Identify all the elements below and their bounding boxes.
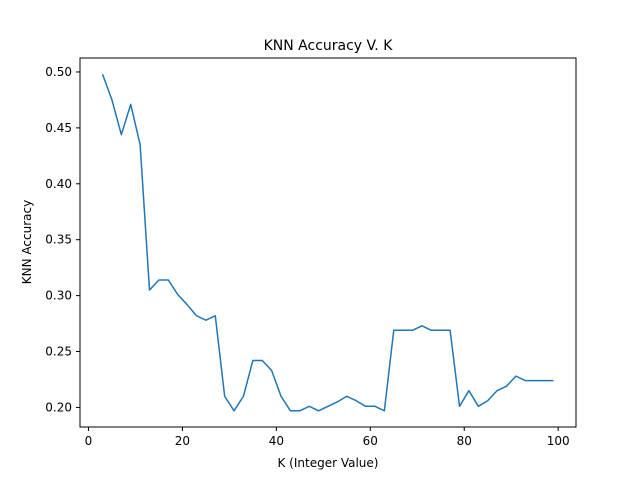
y-tick-label: 0.50 [45,65,72,79]
x-axis-label: K (Integer Value) [278,456,379,470]
y-tick-label: 0.25 [45,345,72,359]
x-tick-label: 60 [363,434,378,448]
x-tick-label: 20 [175,434,190,448]
x-tick-label: 80 [457,434,472,448]
y-tick-label: 0.30 [45,289,72,303]
y-tick-label: 0.40 [45,177,72,191]
x-axis-ticks: 0 20 40 60 80 100 [85,427,570,448]
chart-title: KNN Accuracy V. K [264,38,394,54]
x-tick-label: 40 [269,434,284,448]
y-axis-label: KNN Accuracy [20,200,34,284]
y-tick-label: 0.20 [45,400,72,414]
y-tick-label: 0.45 [45,121,72,135]
y-tick-label: 0.35 [45,233,72,247]
x-tick-label: 0 [85,434,93,448]
y-axis-ticks: 0.20 0.25 0.30 0.35 0.40 0.45 0.50 [45,65,80,414]
axes-frame [79,57,577,428]
plot-area [101,73,554,412]
x-tick-label: 100 [547,434,570,448]
series-line [101,73,554,412]
